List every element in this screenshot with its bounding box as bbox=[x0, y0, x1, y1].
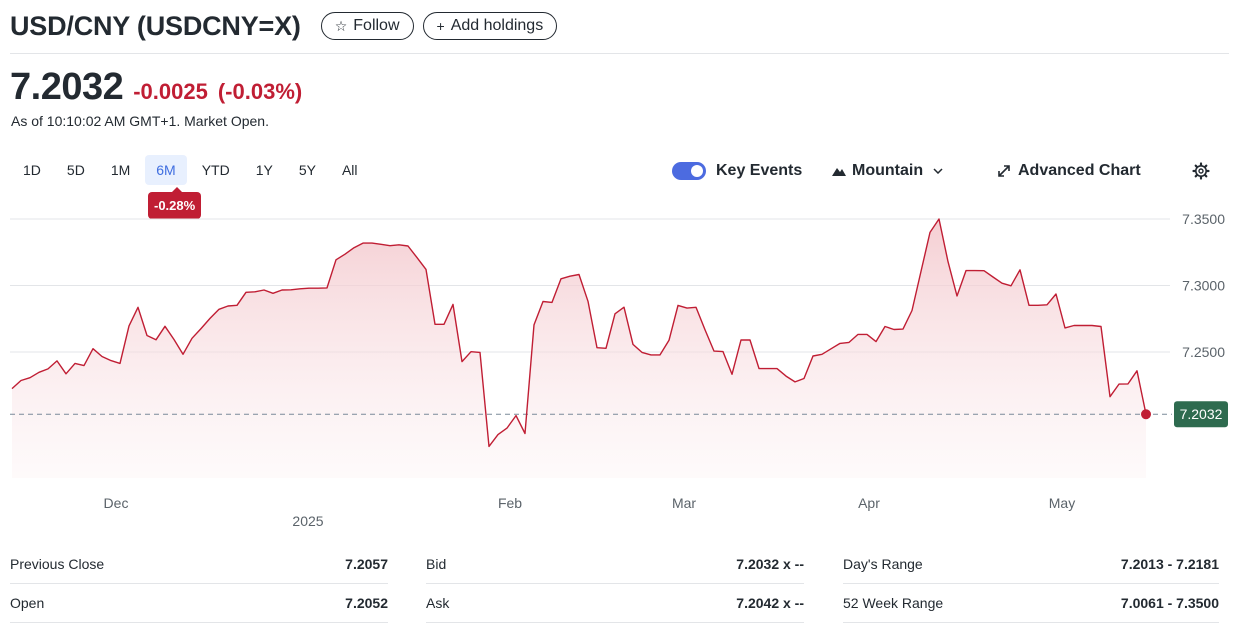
gear-icon bbox=[1192, 162, 1210, 180]
stat-label: Previous Close bbox=[10, 556, 105, 572]
quote-header: USD/CNY (USDCNY=X) ☆ Follow + Add holdin… bbox=[10, 8, 566, 44]
last-price-badge: 7.2032 bbox=[1174, 401, 1228, 428]
price-change-percent: (-0.03%) bbox=[217, 79, 303, 104]
year-label: 2025 bbox=[292, 513, 323, 529]
price-area bbox=[12, 219, 1146, 478]
mountain-icon bbox=[832, 168, 846, 176]
page-title: USD/CNY (USDCNY=X) bbox=[10, 10, 301, 41]
range-button-1d[interactable]: 1D bbox=[23, 162, 41, 178]
follow-label: Follow bbox=[353, 17, 400, 34]
range-button-5y[interactable]: 5Y bbox=[298, 162, 316, 178]
stat-row: Open 7.2052 bbox=[10, 584, 388, 623]
add-holdings-label: Add holdings bbox=[450, 17, 544, 34]
x-tick-label: May bbox=[1049, 495, 1075, 511]
stat-row: Previous Close 7.2057 bbox=[10, 545, 388, 584]
stat-label: Day's Range bbox=[843, 556, 923, 572]
y-tick-label: 7.3500 bbox=[1182, 211, 1225, 227]
stat-label: Open bbox=[10, 595, 45, 611]
last-price-badge-text: 7.2032 bbox=[1180, 406, 1223, 422]
stat-row: Ask 7.2042 x -- bbox=[426, 584, 804, 623]
y-tick-label: 7.3000 bbox=[1182, 278, 1225, 294]
stat-row: 52 Week Range 7.0061 - 7.3500 bbox=[843, 584, 1219, 623]
plus-icon: + bbox=[436, 18, 445, 34]
header-divider bbox=[10, 53, 1229, 54]
range-button-1m[interactable]: 1M bbox=[110, 162, 131, 178]
price-change: -0.0025 bbox=[133, 79, 208, 104]
advanced-chart-button[interactable]: Advanced Chart bbox=[997, 158, 1141, 184]
add-holdings-button[interactable]: + Add holdings bbox=[422, 12, 558, 40]
range-button-5d[interactable]: 5D bbox=[66, 162, 85, 178]
stat-value: 7.0061 - 7.3500 bbox=[1120, 595, 1219, 611]
key-events-toggle[interactable]: Key Events bbox=[672, 158, 802, 184]
stat-label: 52 Week Range bbox=[843, 595, 944, 611]
x-tick-label: Mar bbox=[672, 495, 696, 511]
y-tick-label: 7.2500 bbox=[1182, 344, 1225, 360]
y-axis-labels: 7.3500 7.3000 7.2500 bbox=[1182, 211, 1225, 360]
x-tick-label: Feb bbox=[498, 495, 522, 511]
chevron-down-icon bbox=[933, 168, 943, 174]
last-price-dot bbox=[1141, 409, 1151, 420]
price-chart[interactable]: 7.3500 7.3000 7.2500 7.2032 Dec Feb Mar Apr Ma… bbox=[0, 200, 1249, 535]
toggle-switch[interactable] bbox=[672, 162, 706, 180]
range-button-ytd[interactable]: YTD bbox=[201, 162, 230, 178]
chart-type-dropdown[interactable]: Mountain bbox=[832, 158, 943, 184]
stat-value: 7.2057 bbox=[345, 556, 388, 572]
stat-row: Day's Range 7.2013 - 7.2181 bbox=[843, 545, 1219, 584]
settings-button[interactable] bbox=[1192, 158, 1210, 184]
range-button-all[interactable]: All bbox=[341, 162, 358, 178]
price-row: 7.2032 -0.0025 (-0.03%) bbox=[10, 66, 302, 109]
stat-value: 7.2052 bbox=[345, 595, 388, 611]
stat-value: 7.2042 x -- bbox=[736, 595, 804, 611]
range-button-1y[interactable]: 1Y bbox=[255, 162, 273, 178]
stat-label: Ask bbox=[426, 595, 450, 611]
stat-value: 7.2032 x -- bbox=[736, 556, 804, 572]
stat-row: Bid 7.2032 x -- bbox=[426, 545, 804, 584]
x-tick-label: Dec bbox=[104, 495, 129, 511]
chart-type-label: Mountain bbox=[852, 162, 924, 179]
advanced-chart-label: Advanced Chart bbox=[1018, 162, 1141, 179]
range-button-6m[interactable]: 6M bbox=[145, 155, 187, 185]
expand-arrows-icon bbox=[998, 165, 1010, 177]
as-of-timestamp: As of 10:10:02 AM GMT+1. Market Open. bbox=[11, 113, 269, 129]
follow-button[interactable]: ☆ Follow bbox=[320, 12, 414, 40]
x-tick-label: Apr bbox=[858, 495, 880, 511]
key-events-label: Key Events bbox=[716, 162, 803, 179]
current-price: 7.2032 bbox=[10, 66, 124, 108]
range-change-badge: -0.28% bbox=[148, 187, 202, 219]
range-selector: 1D 5D 1M 6M YTD 1Y 5Y All bbox=[12, 155, 373, 185]
star-icon: ☆ bbox=[334, 17, 348, 34]
stat-label: Bid bbox=[426, 556, 447, 572]
price-line bbox=[11, 218, 1147, 448]
stat-value: 7.2013 - 7.2181 bbox=[1120, 556, 1219, 572]
x-axis-labels: Dec Feb Mar Apr May 2025 bbox=[104, 495, 1076, 529]
